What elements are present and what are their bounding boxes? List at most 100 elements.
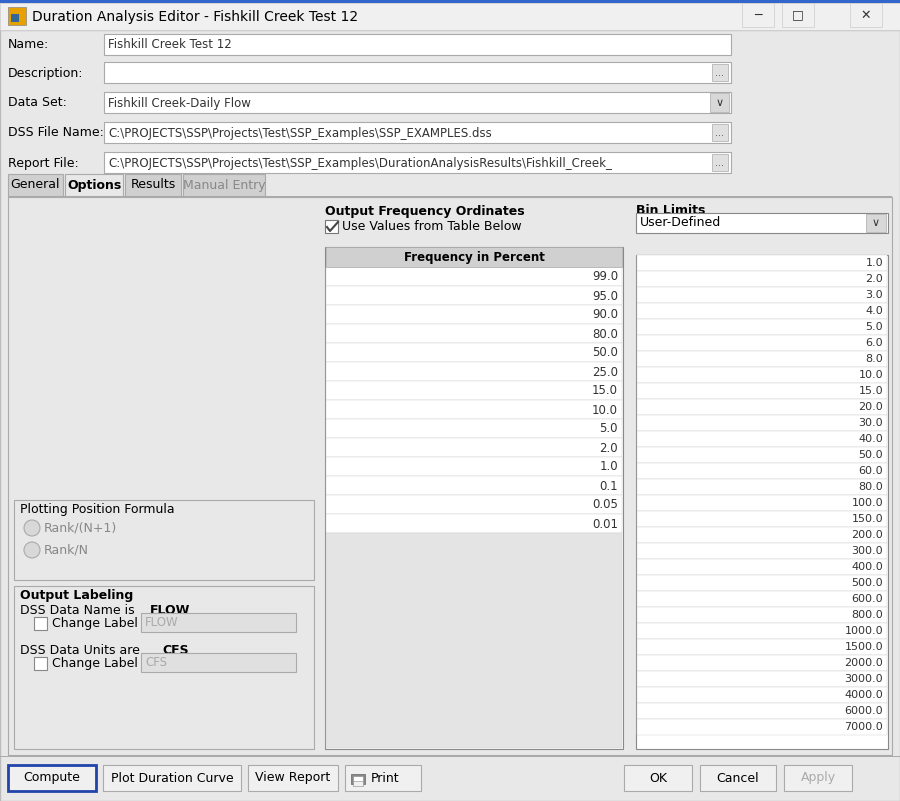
Bar bbox=[712, 124, 728, 141]
Bar bbox=[325, 220, 338, 233]
Bar bbox=[637, 431, 887, 447]
Bar bbox=[637, 287, 887, 303]
Text: ∨: ∨ bbox=[872, 218, 880, 228]
Text: 0.1: 0.1 bbox=[599, 480, 618, 493]
Text: Results: Results bbox=[130, 179, 176, 191]
Bar bbox=[637, 479, 887, 495]
Text: □: □ bbox=[792, 9, 804, 22]
Text: 90.0: 90.0 bbox=[592, 308, 618, 321]
Text: 10.0: 10.0 bbox=[859, 370, 883, 380]
Text: Apply: Apply bbox=[800, 771, 835, 784]
Text: C:\PROJECTS\SSP\Projects\Test\SSP_Examples\DurationAnalysisResults\Fishkill_Cree: C:\PROJECTS\SSP\Projects\Test\SSP_Exampl… bbox=[108, 156, 612, 170]
Text: 300.0: 300.0 bbox=[851, 546, 883, 556]
Text: 150.0: 150.0 bbox=[851, 514, 883, 524]
Text: ─: ─ bbox=[754, 9, 761, 22]
Bar bbox=[0, 756, 900, 757]
Text: 2.0: 2.0 bbox=[865, 274, 883, 284]
Bar bbox=[351, 774, 365, 784]
Text: CFS: CFS bbox=[162, 643, 189, 657]
Bar bbox=[326, 514, 622, 533]
Bar bbox=[637, 495, 887, 511]
Text: ✕: ✕ bbox=[860, 9, 871, 22]
Text: General: General bbox=[10, 179, 59, 191]
Bar bbox=[141, 653, 296, 672]
Text: User-Defined: User-Defined bbox=[640, 216, 721, 230]
Text: Manual Entry: Manual Entry bbox=[183, 179, 266, 191]
Bar bbox=[637, 719, 887, 735]
Bar bbox=[326, 247, 622, 267]
Text: 1.0: 1.0 bbox=[866, 258, 883, 268]
Text: 15.0: 15.0 bbox=[592, 384, 618, 397]
Bar bbox=[637, 415, 887, 431]
Text: 500.0: 500.0 bbox=[851, 578, 883, 588]
Text: Rank/N: Rank/N bbox=[44, 544, 89, 557]
Text: Change Label: Change Label bbox=[52, 618, 138, 630]
Text: 1.0: 1.0 bbox=[599, 461, 618, 473]
Text: 1500.0: 1500.0 bbox=[844, 642, 883, 652]
Bar bbox=[637, 351, 887, 367]
Bar bbox=[637, 271, 887, 287]
Bar bbox=[636, 255, 888, 749]
Bar bbox=[345, 765, 421, 791]
Bar bbox=[636, 213, 888, 233]
Text: 7000.0: 7000.0 bbox=[844, 722, 883, 732]
Bar bbox=[326, 419, 622, 438]
Bar bbox=[326, 400, 622, 419]
Bar bbox=[326, 362, 622, 381]
Bar bbox=[326, 305, 622, 324]
Text: Fishkill Creek Test 12: Fishkill Creek Test 12 bbox=[108, 38, 232, 51]
Bar bbox=[104, 62, 731, 83]
Bar bbox=[326, 457, 622, 476]
Text: 80.0: 80.0 bbox=[592, 328, 618, 340]
Bar bbox=[637, 303, 887, 319]
Text: Options: Options bbox=[67, 179, 122, 191]
Text: Bin Limits: Bin Limits bbox=[636, 204, 706, 218]
Bar bbox=[624, 765, 692, 791]
Text: C:\PROJECTS\SSP\Projects\Test\SSP_Examples\SSP_EXAMPLES.dss: C:\PROJECTS\SSP\Projects\Test\SSP_Exampl… bbox=[108, 127, 491, 139]
Bar bbox=[637, 591, 887, 607]
Bar bbox=[637, 703, 887, 719]
Text: 800.0: 800.0 bbox=[851, 610, 883, 620]
Text: Rank/(N+1): Rank/(N+1) bbox=[44, 521, 117, 534]
Text: 3000.0: 3000.0 bbox=[844, 674, 883, 684]
Bar bbox=[712, 154, 728, 171]
Bar bbox=[141, 613, 296, 632]
Bar bbox=[0, 0, 900, 3]
Circle shape bbox=[24, 542, 40, 558]
Text: 4.0: 4.0 bbox=[865, 306, 883, 316]
Text: Plotting Position Formula: Plotting Position Formula bbox=[20, 502, 175, 516]
Bar bbox=[326, 286, 622, 305]
Circle shape bbox=[24, 520, 40, 536]
Bar bbox=[326, 324, 622, 343]
Bar bbox=[326, 495, 622, 514]
Text: 5.0: 5.0 bbox=[599, 422, 618, 436]
Bar bbox=[8, 174, 63, 196]
Bar bbox=[637, 639, 887, 655]
Bar bbox=[104, 34, 731, 55]
Text: Report File:: Report File: bbox=[8, 156, 79, 170]
Text: ...: ... bbox=[716, 68, 724, 78]
Text: ∨: ∨ bbox=[716, 98, 724, 108]
Bar bbox=[637, 575, 887, 591]
Bar bbox=[183, 174, 265, 196]
Bar bbox=[637, 655, 887, 671]
Bar bbox=[14, 500, 314, 580]
Text: 80.0: 80.0 bbox=[859, 482, 883, 492]
Bar bbox=[326, 267, 622, 286]
Text: 600.0: 600.0 bbox=[851, 594, 883, 604]
Bar bbox=[104, 92, 731, 113]
Bar bbox=[326, 343, 622, 362]
Text: OK: OK bbox=[649, 771, 667, 784]
Text: 0.01: 0.01 bbox=[592, 517, 618, 530]
Bar bbox=[637, 527, 887, 543]
Bar bbox=[637, 383, 887, 399]
Text: 2.0: 2.0 bbox=[599, 441, 618, 454]
Bar bbox=[326, 476, 622, 495]
Text: Name:: Name: bbox=[8, 38, 50, 51]
Text: 30.0: 30.0 bbox=[859, 418, 883, 428]
Text: 200.0: 200.0 bbox=[851, 530, 883, 540]
Text: FLOW: FLOW bbox=[145, 617, 178, 630]
Bar bbox=[11, 14, 19, 22]
Text: 400.0: 400.0 bbox=[851, 562, 883, 572]
Bar bbox=[700, 765, 776, 791]
